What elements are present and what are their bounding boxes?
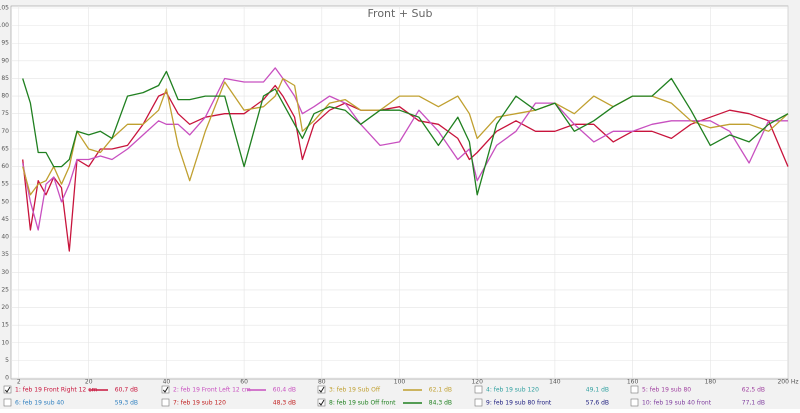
legend-name: 2: feb 19 Front Left 12 cm (173, 387, 251, 394)
y-tick-label: 85 (1, 75, 9, 82)
legend-checkbox[interactable] (317, 385, 326, 394)
legend-checkbox[interactable] (474, 398, 483, 407)
legend-readout: 62,5 dB (742, 387, 765, 394)
legend-readout: 59,3 dB (115, 400, 138, 407)
legend-readout: 60,7 dB (115, 387, 138, 394)
x-tick-label: 60 (240, 379, 248, 386)
legend-checkbox[interactable] (3, 385, 12, 394)
x-tick-label: 120 (471, 379, 483, 386)
y-tick-label: 30 (1, 269, 9, 276)
legend-checkbox[interactable] (161, 385, 170, 394)
x-tick-label: 20 (85, 379, 93, 386)
y-tick-label: 90 (1, 57, 9, 64)
y-tick-label: 5 (5, 357, 9, 364)
y-tick-label: 65 (1, 145, 9, 152)
legend-checkbox[interactable] (3, 398, 12, 407)
x-tick-label: 40 (163, 379, 171, 386)
x-tick-label: 140 (549, 379, 561, 386)
legend-name: 3: feb 19 Sub Off (329, 387, 381, 394)
legend-checkbox[interactable] (474, 385, 483, 394)
legend-name: 6: feb 19 sub 40 (15, 400, 64, 407)
legend-readout: 60,4 dB (273, 387, 296, 394)
legend-readout: 84,3 dB (429, 400, 452, 407)
y-tick-label: 105 (0, 5, 9, 12)
checkmark (318, 386, 325, 393)
x-tick-label: 200 Hz (777, 379, 798, 386)
y-tick-label: 35 (1, 251, 9, 258)
legend-readout: 77,1 dB (742, 400, 765, 407)
legend-name: 8: feb 19 sub Off front (329, 400, 396, 407)
y-tick-label: 75 (1, 110, 9, 117)
x-tick-label: 2 (17, 379, 21, 386)
legend-readout: 49,1 dB (586, 387, 609, 394)
legend-name: 1: feb 19 Front Right 12 cm (15, 387, 97, 394)
x-tick-label: 180 (705, 379, 717, 386)
legend-name: 7: feb 19 sub 120 (173, 400, 226, 407)
y-tick-label: 25 (1, 286, 9, 293)
y-tick-label: 80 (1, 93, 9, 100)
legend-readout: 48,3 dB (273, 400, 296, 407)
series-line (22, 67, 788, 231)
series-line (22, 70, 789, 196)
y-tick-label: 95 (1, 40, 9, 47)
legend-name: 4: feb 19 sub 120 (486, 387, 539, 394)
x-tick-label: 80 (318, 379, 326, 386)
legend-readout: 57,6 dB (586, 400, 609, 407)
y-tick-label: 40 (1, 234, 9, 241)
y-tick-label: 0 (5, 375, 9, 382)
y-tick-label: 55 (1, 181, 9, 188)
chart-title: Front + Sub (368, 7, 433, 20)
legend-checkbox[interactable] (630, 385, 639, 394)
legend-name: 9: feb 19 sub 80 front (486, 400, 552, 407)
y-tick-label: 50 (1, 198, 9, 205)
y-tick-label: 45 (1, 216, 9, 223)
y-tick-label: 70 (1, 128, 9, 135)
y-tick-label: 10 (1, 339, 9, 346)
y-tick-label: 60 (1, 163, 9, 170)
y-tick-label: 15 (1, 322, 9, 329)
legend-name: 10: feb 19 sub 40 front (642, 400, 712, 407)
legend-checkbox[interactable] (317, 398, 326, 407)
legend-readout: 62,1 dB (429, 387, 452, 394)
checkmark (4, 386, 11, 393)
x-tick-label: 160 (627, 379, 639, 386)
checkmark (162, 386, 169, 393)
x-tick-label: 100 (394, 379, 406, 386)
y-tick-label: 100 (0, 22, 9, 29)
legend-checkbox[interactable] (630, 398, 639, 407)
legend-checkbox[interactable] (161, 398, 170, 407)
legend-name: 5: feb 19 sub 80 (642, 387, 691, 394)
y-tick-label: 20 (1, 304, 9, 311)
checkmark (318, 399, 325, 406)
